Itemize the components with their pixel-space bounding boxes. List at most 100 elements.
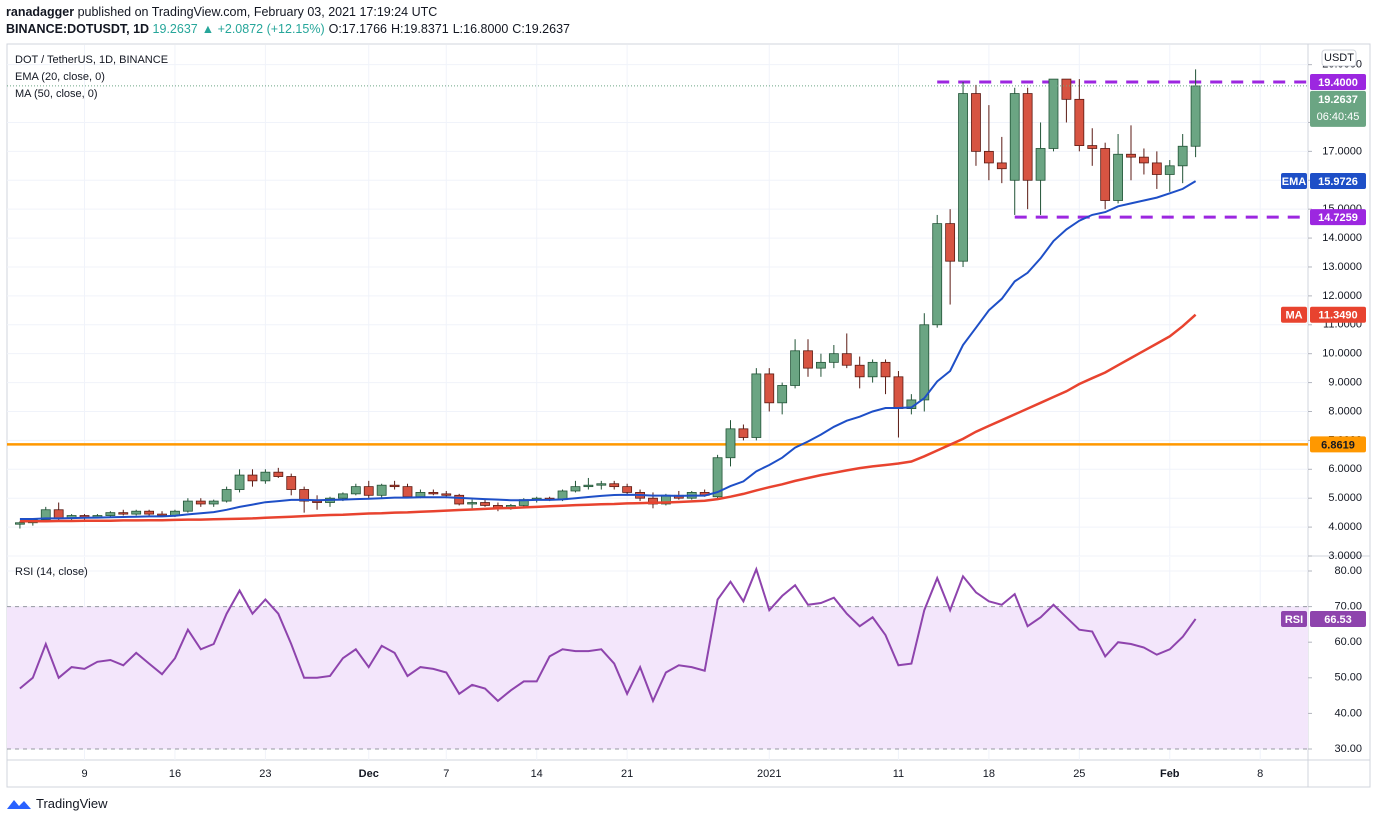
candle-body: [441, 493, 452, 496]
rsi-band: [7, 606, 1308, 749]
candle-body: [971, 93, 981, 152]
candle-body: [415, 492, 426, 498]
candle-body: [363, 486, 374, 496]
candle-body: [182, 500, 193, 512]
x-tick-label: 8: [1257, 768, 1263, 780]
y-tick-label: 13.0000: [1322, 261, 1362, 273]
brand: TradingView: [36, 796, 108, 811]
candle-body: [854, 364, 865, 378]
candle-body: [118, 512, 129, 515]
candle-body: [764, 373, 775, 404]
series-tag: MA: [1285, 310, 1302, 322]
published: published on TradingView.com, February 0…: [77, 5, 438, 19]
y-tick-label: 9.0000: [1328, 376, 1362, 388]
candle-body: [1190, 85, 1201, 147]
hline-label-box: [1310, 73, 1366, 90]
candle-body: [1151, 162, 1162, 175]
legend-entry: MA (50, close, 0): [15, 88, 98, 100]
candle-body: [312, 500, 322, 503]
candle-body: [1009, 93, 1020, 181]
candle-body: [583, 484, 594, 488]
x-tick-label: 21: [621, 768, 633, 780]
indicator-line: [19, 313, 1197, 523]
candle-body: [777, 385, 788, 404]
y-tick-label: 50.00: [1334, 672, 1362, 684]
series-value: 11.3490: [1318, 310, 1357, 322]
candle-body: [299, 489, 310, 502]
symbol: BINANCE:DOTUSDT, 1D: [6, 22, 150, 36]
candle-body: [945, 223, 956, 262]
candle-body: [996, 162, 1007, 170]
candle-body: [609, 483, 620, 488]
countdown: 06:40:45: [1317, 111, 1360, 123]
quote-line: BINANCE:DOTUSDT, 1D 19.2637 ▲ +2.0872 (+1…: [6, 21, 574, 38]
candle-body: [919, 324, 930, 401]
currency-box: [1321, 49, 1357, 67]
y-tick-label: 70.00: [1334, 600, 1362, 612]
candle-body: [1022, 93, 1033, 181]
series-value-box: [1310, 610, 1366, 627]
candle-body: [144, 510, 155, 515]
legend-entry: EMA (20, close, 0): [15, 71, 105, 83]
low: L:16.8000: [452, 22, 509, 36]
publish-line: ranadagger published on TradingView.com,…: [6, 4, 574, 21]
y-tick-label: 5.0000: [1328, 492, 1362, 504]
candle-body: [790, 350, 800, 386]
high: H:19.8371: [391, 22, 449, 36]
x-tick-label: Dec: [359, 768, 379, 780]
candle-body: [1061, 78, 1072, 100]
candle-body: [402, 486, 413, 498]
candle-body: [260, 471, 271, 482]
y-tick-label: 30.00: [1334, 743, 1362, 755]
hline-label: 14.7259: [1318, 212, 1358, 224]
candle-body: [234, 474, 245, 490]
candle-body: [1139, 156, 1149, 164]
last: 19.2637: [152, 22, 198, 36]
candle-body: [1177, 145, 1188, 167]
candle-body: [893, 376, 904, 409]
candle-body: [596, 483, 607, 486]
x-tick-label: 25: [1073, 768, 1085, 780]
candle-body: [338, 493, 348, 499]
candle-body: [467, 502, 478, 505]
change: ▲ +2.0872 (+12.15%): [201, 22, 325, 36]
candle-body: [221, 489, 232, 502]
candle-body: [725, 428, 736, 459]
candle-body: [454, 494, 465, 505]
hline-label: 19.4000: [1318, 77, 1358, 89]
candle-body: [1164, 165, 1175, 175]
y-tick-label: 14.0000: [1322, 232, 1362, 244]
candle-body: [1087, 145, 1098, 149]
series-tag-box: [1281, 610, 1307, 627]
series-value: 66.53: [1324, 614, 1352, 626]
series-tag-box: [1281, 306, 1307, 323]
y-tick-label: 60.00: [1334, 636, 1362, 648]
candle-body: [480, 502, 490, 506]
candle-body: [1035, 148, 1046, 181]
candle-body: [195, 500, 206, 505]
candle-body: [1100, 148, 1111, 201]
candle-body: [958, 93, 968, 262]
candle-body: [712, 457, 723, 498]
pane-title: DOT / TetherUS, 1D, BINANCE: [15, 54, 168, 66]
series-tag-box: [1281, 173, 1307, 190]
candle-body: [273, 471, 284, 477]
candle-body: [286, 476, 297, 490]
x-tick-label: 9: [81, 768, 87, 780]
candle-body: [376, 484, 387, 496]
y-tick-label: 3.0000: [1328, 550, 1362, 562]
logo: [7, 799, 31, 809]
hline-label-box: [1310, 436, 1366, 453]
author: ranadagger: [6, 5, 75, 19]
candle-body: [1048, 78, 1059, 149]
countdown-box: [1310, 90, 1366, 127]
hline-label-box: [1310, 209, 1366, 226]
candle-body: [40, 509, 51, 521]
series-value-box: [1310, 306, 1366, 323]
frame: [6, 43, 1371, 788]
candle-body: [131, 510, 142, 515]
currency: USDT: [1324, 52, 1354, 64]
series-tag: RSI: [1285, 614, 1303, 626]
series-value: 15.9726: [1318, 176, 1358, 188]
